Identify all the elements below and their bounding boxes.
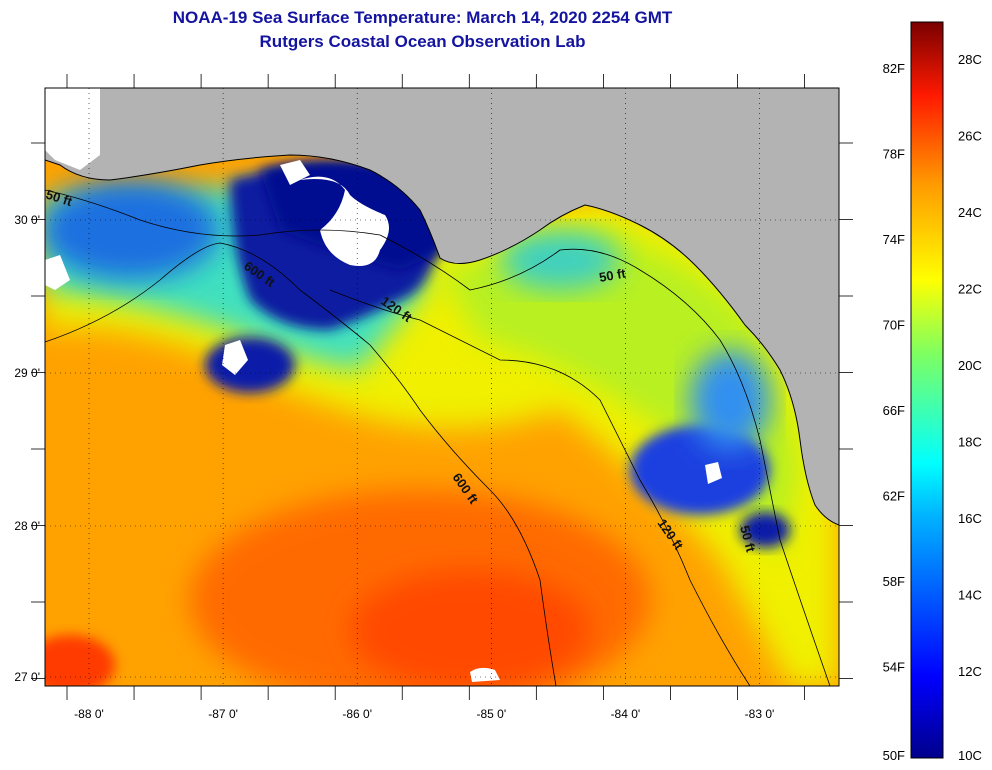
land-mass (45, 88, 839, 525)
lon-label: -87 0' (208, 707, 238, 721)
lon-label: -86 0' (342, 707, 372, 721)
lat-label: 30 0' (14, 213, 40, 227)
lon-label: -84 0' (611, 707, 641, 721)
colorbar-label-c: 12C (958, 664, 982, 679)
map-frame (44, 87, 840, 687)
contour-600ft (45, 242, 557, 686)
warm-core-inner (350, 570, 590, 686)
cool-water-mobile (45, 180, 220, 280)
lon-label: -83 0' (745, 707, 775, 721)
colorbar-label-c: 18C (958, 435, 982, 450)
lon-label: -85 0' (476, 707, 506, 721)
colorbar-label-c: 24C (958, 205, 982, 220)
lat-label: 28 0' (14, 519, 40, 533)
map-subtitle: Rutgers Coastal Ocean Observation Lab (259, 32, 586, 51)
cool-water-apalachicola (500, 230, 620, 290)
cloud-patch (280, 160, 310, 185)
colorbar-label-f: 54F (883, 660, 905, 675)
contour-120ft (329, 289, 751, 686)
cloud-patch (300, 176, 389, 266)
lon-label: -88 0' (74, 707, 104, 721)
map-area (45, 88, 839, 686)
contour-50ft (45, 189, 831, 686)
colorbar-label-c: 20C (958, 358, 982, 373)
green-shelf (440, 230, 800, 560)
map-title: NOAA-19 Sea Surface Temperature: March 1… (172, 8, 673, 27)
colorbar-label-f: 78F (883, 147, 905, 162)
contour-label: 50 ft (737, 524, 759, 554)
axis-labels: -88 0' -87 0' -86 0' -85 0' -84 0' -83 0' 30 0… (14, 213, 774, 721)
cool-water-shelf (690, 350, 770, 450)
colorbar-label-c: 22C (958, 282, 982, 297)
cold-eddy (205, 337, 295, 393)
colorbar-label-f: 58F (883, 574, 905, 589)
colorbar (910, 21, 944, 759)
cloud-patch (222, 340, 248, 375)
colorbar-label-f: 70F (883, 318, 905, 333)
graticule (31, 74, 853, 700)
colorbar-label-c: 28C (958, 52, 982, 67)
colorbar-label-c: 14C (958, 588, 982, 603)
coastline (45, 154, 839, 526)
colorbar-label-c: 10C (958, 748, 982, 763)
contour-label: 50 ft (598, 265, 628, 285)
colorbar-label-f: 66F (883, 403, 905, 418)
warm-patch-sw (45, 635, 115, 686)
cold-patch-east (740, 512, 790, 548)
colorbar-label-f: 62F (883, 489, 905, 504)
colorbar-label-f: 74F (883, 232, 905, 247)
cloud-patch (705, 462, 722, 484)
cloud-patch (470, 667, 500, 682)
colorbar-label-f: 50F (883, 748, 905, 763)
colorbar-label-f: 82F (883, 61, 905, 76)
cloud-patch (45, 255, 70, 290)
cloud-over-land (45, 88, 100, 170)
lat-label: 29 0' (14, 366, 40, 380)
colorbar-label-c: 26C (958, 129, 982, 144)
colorbar-label-c: 16C (958, 511, 982, 526)
colorbar-labels: 82F 78F 74F 70F 66F 62F 58F 54F 50F 28C 26C 24C 22C 2… (883, 52, 982, 763)
lat-label: 27 0' (14, 670, 40, 684)
